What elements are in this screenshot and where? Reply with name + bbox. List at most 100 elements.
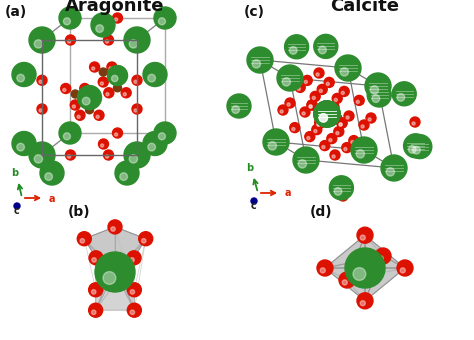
Circle shape [312,124,322,135]
Polygon shape [325,268,365,301]
Circle shape [59,7,81,29]
Circle shape [346,116,349,119]
Circle shape [392,82,416,106]
Circle shape [80,84,90,94]
Circle shape [319,46,326,54]
Circle shape [410,117,420,127]
Circle shape [314,34,338,58]
Circle shape [322,109,332,119]
Circle shape [82,97,90,105]
Circle shape [341,91,345,95]
Circle shape [329,176,354,200]
Circle shape [317,123,320,126]
Circle shape [107,62,117,72]
Circle shape [91,13,115,37]
Circle shape [123,92,127,96]
Circle shape [397,94,405,101]
Circle shape [130,258,134,262]
Circle shape [29,142,55,168]
Circle shape [386,168,394,176]
Circle shape [324,78,334,87]
Circle shape [277,65,303,91]
Circle shape [96,25,103,32]
Circle shape [319,89,322,92]
Circle shape [297,87,301,90]
Circle shape [70,100,80,110]
Circle shape [375,248,391,264]
Polygon shape [115,227,146,277]
Circle shape [321,106,325,109]
Circle shape [77,232,91,246]
Circle shape [366,113,376,123]
Circle shape [100,82,103,85]
Circle shape [319,114,328,122]
Circle shape [332,155,335,158]
Circle shape [282,78,285,82]
Circle shape [361,125,364,128]
Circle shape [84,94,94,104]
Circle shape [320,268,325,273]
Text: c: c [14,206,20,216]
Circle shape [403,134,428,158]
Circle shape [287,103,290,106]
Circle shape [349,136,359,146]
Circle shape [329,102,339,112]
Circle shape [80,239,84,243]
Circle shape [112,13,122,23]
Circle shape [148,74,155,82]
Circle shape [310,91,320,101]
Circle shape [317,260,333,276]
Circle shape [132,104,142,114]
Circle shape [319,101,329,111]
Circle shape [158,18,165,25]
Circle shape [128,283,141,297]
Polygon shape [365,235,405,268]
Circle shape [65,150,75,160]
Text: (d): (d) [310,205,333,219]
Circle shape [124,142,150,168]
Circle shape [365,73,391,99]
Circle shape [247,47,273,73]
Circle shape [372,95,380,102]
Circle shape [34,155,43,163]
Circle shape [29,27,55,53]
Circle shape [263,129,289,155]
Circle shape [108,220,122,234]
Circle shape [71,90,79,98]
Circle shape [332,114,342,123]
Circle shape [364,144,374,155]
Circle shape [143,63,167,86]
Circle shape [78,85,101,109]
Circle shape [115,161,139,185]
Circle shape [278,105,288,115]
Circle shape [91,310,96,314]
Circle shape [130,290,135,294]
Circle shape [77,115,80,118]
Text: a: a [49,194,55,204]
Circle shape [304,80,308,84]
Circle shape [334,126,344,137]
Circle shape [112,128,122,138]
Circle shape [302,112,305,115]
Circle shape [59,122,81,144]
Circle shape [293,147,319,173]
Circle shape [329,138,332,142]
Circle shape [357,227,373,243]
Circle shape [139,232,153,246]
Circle shape [284,35,309,59]
Circle shape [14,203,20,209]
Circle shape [227,94,251,118]
Circle shape [121,88,131,98]
Text: b: b [11,168,18,178]
Circle shape [143,132,167,155]
Circle shape [298,160,307,168]
Circle shape [109,67,112,70]
Circle shape [64,18,71,25]
Circle shape [412,146,420,154]
Circle shape [251,198,257,204]
Circle shape [100,144,104,147]
Circle shape [317,84,327,95]
Circle shape [115,18,118,21]
Circle shape [94,110,104,120]
Circle shape [339,272,355,288]
